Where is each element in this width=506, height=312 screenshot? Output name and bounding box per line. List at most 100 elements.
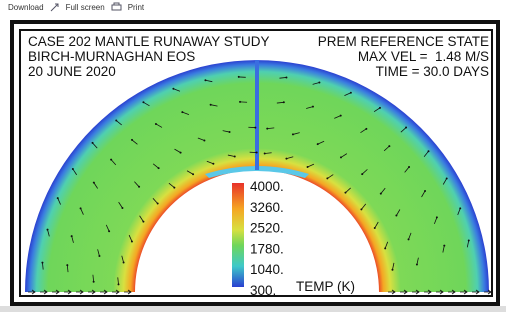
bottom-strip [0,306,506,312]
arrow-head [142,101,144,103]
arrow-head [391,269,393,271]
arrow-head [123,262,125,264]
arrow-head [92,142,94,144]
arrow-head [405,127,407,129]
arrow-head [264,152,266,154]
arrow-head [424,190,426,192]
arrow-head [256,152,258,154]
arrow-head [361,173,363,175]
arrow-head [307,166,309,168]
download-button[interactable]: Download [8,3,44,12]
arrow-head [365,128,367,130]
colorbar-title: TEMP (K) [296,279,355,294]
arrow-head [443,245,445,247]
arrow-head [344,192,346,194]
figure: CASE 202 MANTLE RUNAWAY STUDY BIRCH-MURN… [0,16,506,306]
arrow-head [115,120,117,122]
arrow-head [203,139,205,141]
arrow-head [204,79,206,81]
arrow-head [459,207,461,209]
arrow-head [350,92,352,94]
fullscreen-icon [50,2,60,12]
arrow-head [318,82,320,84]
arrow-head [380,193,382,195]
arrow-head [427,150,429,152]
arrow-head [408,166,410,168]
arrow-head [72,168,74,170]
arrow-head [93,182,95,184]
page: {"toolbar": {"download": "Download", "fu… [0,0,506,312]
arrow-head [142,221,144,223]
arrow-head [157,203,159,205]
arrow-head [110,159,112,161]
arrow-head [108,230,110,232]
arrow-head [192,173,194,175]
colorbar-label: 300. [250,283,276,298]
fullscreen-button[interactable]: Full screen [66,3,105,12]
arrow-head [71,235,73,237]
arrow-head [93,281,95,283]
colorbar-label: 1040. [250,262,284,277]
arrow-head [239,101,241,103]
arrow-head [340,115,342,117]
arrow-head [254,127,256,129]
arrow-head [47,229,49,231]
arrow-head [172,88,174,90]
arrow-head [66,264,68,266]
downwelling-plume [255,60,259,170]
arrow-head [212,163,214,165]
arrow-head [229,131,231,133]
arrow-head [98,255,100,257]
arrow-head [379,107,381,109]
arrow-head [131,139,133,141]
arrow-head [131,240,133,242]
arrow-head [416,264,418,266]
colorbar-label: 1780. [250,241,284,256]
arrow-head [285,76,287,78]
arrow-head [360,208,362,210]
header-left: CASE 202 MANTLE RUNAWAY STUDY [28,34,270,49]
arrow-head [234,156,236,158]
arrow-head [173,187,175,189]
arrow-head [388,145,390,147]
arrow-head [57,197,59,199]
header-right: MAX VEL = 1.48 M/S [358,49,489,64]
arrow-head [292,133,294,135]
arrow-head [317,143,319,145]
arrow-head [285,158,287,160]
arrow-head [266,128,268,130]
arrow-head [180,152,182,154]
arrow-head [158,167,160,169]
arrow-head [80,207,82,209]
toolbar: Download Full screen Print [0,0,506,14]
arrow-head [238,76,240,78]
arrow-head [326,177,328,179]
print-icon [111,2,122,12]
arrow-head [408,238,410,240]
colorbar-label: 3260. [250,200,284,215]
header-left: 20 JUNE 2020 [28,64,116,79]
arrow-head [41,262,43,264]
arrow-head [446,177,448,179]
arrow-head [468,239,470,241]
arrow-head [395,215,397,217]
arrow-head [121,207,123,209]
colorbar-label: 4000. [250,179,284,194]
arrow-head [181,111,183,113]
arrow-head [117,283,119,285]
header-left: BIRCH-MURNAGHAN EOS [28,49,195,64]
arrow-head [436,216,438,218]
print-button[interactable]: Print [128,3,144,12]
arrow-head [340,156,342,158]
header-right: PREM REFERENCE STATE [318,34,489,49]
colorbar-label: 2520. [250,221,284,236]
arrow-head [312,106,314,108]
arrow-head [138,186,140,188]
arrow-head [384,247,386,249]
arrow-head [283,101,285,103]
colorbar [232,183,244,287]
arrow-head [155,123,157,125]
arrow-head [374,227,376,229]
arrow-head [210,104,212,106]
header-right: TIME = 30.0 DAYS [376,64,489,79]
